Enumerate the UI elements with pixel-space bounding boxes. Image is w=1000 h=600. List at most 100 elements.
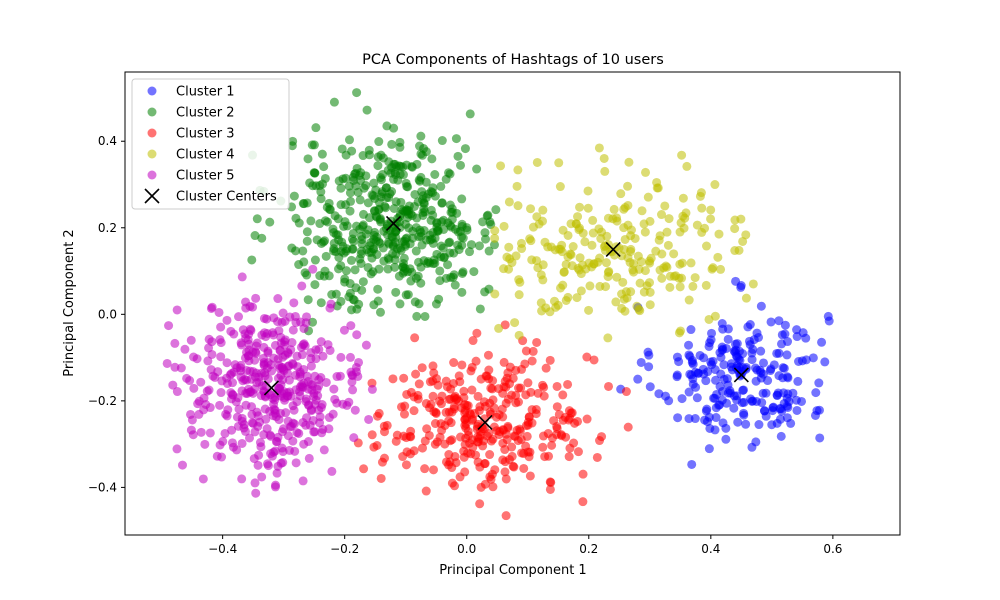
data-point: [289, 191, 299, 201]
data-point: [396, 402, 406, 412]
data-point: [490, 233, 500, 243]
data-point: [309, 140, 319, 150]
data-point: [318, 351, 328, 361]
data-point: [487, 469, 497, 479]
data-point: [552, 381, 562, 391]
data-point: [291, 318, 301, 328]
data-point: [623, 181, 633, 191]
data-point: [334, 235, 344, 245]
data-point: [711, 375, 721, 385]
data-point: [435, 432, 445, 442]
data-point: [719, 360, 729, 370]
data-point: [358, 220, 368, 230]
data-point: [476, 482, 486, 492]
data-point: [401, 205, 411, 215]
data-point: [783, 389, 793, 399]
plot-area-frame: [124, 71, 901, 536]
data-point: [532, 337, 542, 347]
data-point: [328, 409, 338, 419]
data-point: [420, 464, 430, 474]
data-point: [528, 222, 538, 232]
data-point: [222, 315, 232, 325]
series-cluster-3: [353, 320, 633, 521]
data-point: [409, 446, 419, 456]
data-point: [502, 373, 512, 383]
data-point: [364, 213, 374, 223]
data-point: [465, 438, 475, 448]
data-point: [567, 408, 577, 418]
data-point: [560, 412, 570, 422]
data-point: [641, 167, 651, 177]
data-point: [695, 191, 705, 201]
data-point: [526, 204, 536, 214]
data-point: [623, 422, 633, 432]
data-point: [401, 433, 411, 443]
data-point: [654, 235, 664, 245]
cluster-center-marker: [263, 380, 280, 396]
data-point: [491, 205, 501, 215]
data-point: [736, 214, 746, 224]
data-point: [287, 141, 297, 151]
data-point: [363, 198, 373, 208]
data-point: [573, 447, 583, 457]
data-point: [706, 214, 716, 224]
data-point: [538, 216, 548, 226]
data-point: [686, 258, 696, 268]
data-point: [389, 203, 399, 213]
data-point: [713, 252, 723, 262]
data-point: [761, 388, 771, 398]
data-point: [772, 391, 782, 401]
data-point: [502, 252, 512, 262]
data-point: [601, 258, 611, 268]
data-point: [369, 178, 379, 188]
data-point: [266, 360, 276, 370]
data-point: [186, 409, 196, 419]
data-point: [250, 427, 260, 437]
data-point: [428, 465, 438, 475]
data-point: [779, 363, 789, 373]
data-point: [180, 344, 190, 354]
data-point: [412, 311, 422, 321]
x-tick-label: 0.2: [579, 542, 598, 556]
data-point: [515, 277, 525, 287]
data-point: [356, 258, 366, 268]
data-point: [780, 320, 790, 330]
data-point: [387, 162, 397, 172]
data-point: [473, 457, 483, 467]
data-point: [758, 358, 768, 368]
data-point: [437, 425, 447, 435]
data-point: [306, 216, 316, 226]
data-point: [237, 474, 247, 484]
data-point: [245, 433, 255, 443]
data-point: [741, 419, 751, 429]
data-point: [732, 395, 742, 405]
data-point: [652, 183, 662, 193]
data-point: [699, 353, 709, 363]
data-point: [369, 206, 379, 216]
data-point: [367, 384, 377, 394]
data-point: [656, 210, 666, 220]
data-point: [484, 246, 494, 256]
legend-marker: [147, 128, 157, 138]
data-point: [170, 338, 180, 348]
data-point: [369, 300, 379, 310]
legend-box: [131, 78, 290, 210]
data-point: [428, 376, 438, 386]
data-point: [677, 394, 687, 404]
data-point: [587, 240, 597, 250]
data-point: [485, 450, 495, 460]
legend-label: Cluster 2: [176, 106, 235, 121]
data-point: [702, 404, 712, 414]
y-tick-label: −0.2: [88, 394, 117, 408]
data-point: [402, 389, 412, 399]
data-point: [266, 449, 276, 459]
data-point: [710, 425, 720, 435]
data-point: [292, 397, 302, 407]
data-point: [288, 359, 298, 369]
data-point: [297, 350, 307, 360]
data-point: [302, 236, 312, 246]
data-point: [215, 335, 225, 345]
data-point: [563, 379, 573, 389]
data-point: [640, 266, 650, 276]
data-point: [288, 436, 298, 446]
